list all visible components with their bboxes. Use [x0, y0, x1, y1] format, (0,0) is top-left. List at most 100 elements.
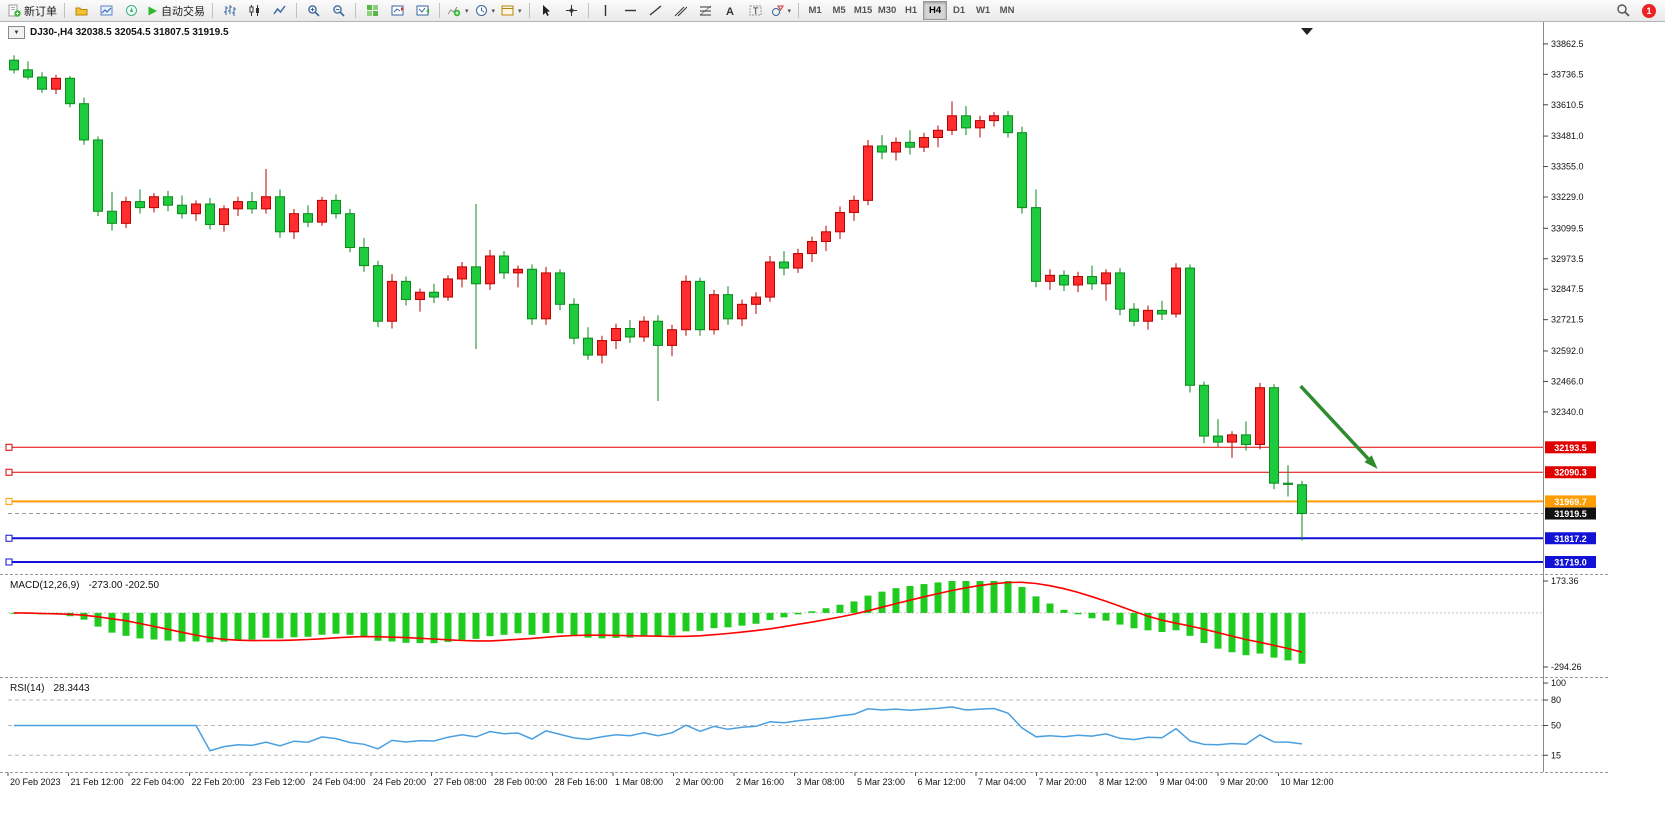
chart-canvas[interactable]: 32193.5 32090.3 31969.7 31919.5 31817.2 31719…: [0, 22, 1665, 839]
svg-text:21 Feb 12:00: 21 Feb 12:00: [71, 777, 124, 787]
notification-badge[interactable]: 1: [1642, 3, 1656, 18]
rsi-indicator-label: RSI(14): [10, 683, 45, 694]
svg-text:31919.5: 31919.5: [1554, 509, 1587, 519]
label-tool[interactable]: T: [743, 1, 768, 21]
periods-button[interactable]: ▾: [472, 1, 499, 21]
toolbar-separator: [355, 3, 356, 18]
profiles-button[interactable]: [69, 1, 94, 21]
toolbar-separator: [587, 3, 589, 18]
chart-shift-button[interactable]: [385, 1, 410, 21]
timeframe-h4[interactable]: H4: [923, 1, 948, 20]
svg-text:7 Mar 20:00: 7 Mar 20:00: [1039, 777, 1087, 787]
svg-text:27 Feb 08:00: 27 Feb 08:00: [434, 777, 487, 787]
symbol-dropdown-toggle[interactable]: ▼: [8, 26, 25, 39]
zoom-out-button[interactable]: [326, 1, 351, 21]
svg-text:28 Feb 16:00: 28 Feb 16:00: [555, 777, 608, 787]
search-button[interactable]: [1611, 1, 1636, 21]
indicators-button[interactable]: ▾: [444, 1, 472, 21]
horizontal-level-lines[interactable]: 32193.5 32090.3 31969.7 31919.5 31817.2 31719…: [5, 441, 1596, 568]
toolbar-right-group: 1: [1611, 1, 1660, 21]
chart-frame: [0, 22, 1610, 773]
rsi-panel-header: RSI(14) 28.3443: [10, 683, 90, 694]
candlestick-series[interactable]: [9, 55, 1307, 541]
fibonacci-tool[interactable]: [693, 1, 718, 21]
vertical-line-icon: [604, 5, 606, 16]
svg-text:80: 80: [1551, 695, 1561, 705]
channel-tool[interactable]: [668, 1, 693, 21]
dropdown-chevron: ▾: [491, 7, 496, 15]
templates-button[interactable]: ▾: [498, 1, 525, 21]
trendline-tool[interactable]: [643, 1, 668, 21]
timeframe-m30[interactable]: M30: [877, 5, 897, 16]
svg-text:5 Mar 23:00: 5 Mar 23:00: [857, 777, 905, 787]
crosshair-tool-button[interactable]: [559, 1, 584, 21]
svg-text:31719.0: 31719.0: [1554, 557, 1587, 567]
cursor-tool-button[interactable]: [534, 1, 559, 21]
timeframe-h1[interactable]: H1: [904, 5, 918, 16]
text-icon: A: [726, 6, 734, 17]
time-axis[interactable]: 20 Feb 2023 21 Feb 12:00 22 Feb 04:00 22 Fe…: [7, 772, 1334, 788]
svg-text:32466.0: 32466.0: [1551, 376, 1584, 386]
svg-text:33229.0: 33229.0: [1551, 192, 1584, 202]
svg-text:33610.5: 33610.5: [1551, 100, 1584, 110]
vertical-line-tool[interactable]: [593, 1, 618, 21]
svg-text:24 Feb 04:00: 24 Feb 04:00: [313, 777, 366, 787]
svg-text:10 Mar 12:00: 10 Mar 12:00: [1281, 777, 1334, 787]
line-chart-mode-button[interactable]: [267, 1, 292, 21]
symbol-ohlc-title: DJ30-,H4 32038.5 32054.5 31807.5 31919.5: [30, 27, 229, 38]
horizontal-line-tool[interactable]: [618, 1, 643, 21]
macd-panel-header: MACD(12,26,9) -273.00 -202.50: [10, 580, 159, 591]
template-icon: [501, 5, 514, 16]
candlestick-mode-button[interactable]: [242, 1, 267, 21]
svg-text:-294.26: -294.26: [1551, 662, 1582, 672]
svg-text:3 Mar 08:00: 3 Mar 08:00: [797, 777, 845, 787]
chart-window: 32193.5 32090.3 31969.7 31919.5 31817.2 31719…: [0, 22, 1665, 839]
line-chart-icon: [273, 5, 286, 15]
navigator-icon: [126, 5, 137, 16]
navigator-button[interactable]: [119, 1, 144, 21]
shapes-button[interactable]: ▾: [768, 1, 795, 21]
zoom-out-icon: [332, 4, 345, 17]
crosshair-icon: [565, 5, 577, 16]
timeframe-mn[interactable]: MN: [999, 5, 1015, 16]
svg-text:32973.5: 32973.5: [1551, 254, 1584, 264]
svg-text:9 Mar 04:00: 9 Mar 04:00: [1160, 777, 1208, 787]
toolbar-separator: [212, 3, 213, 18]
svg-text:33736.5: 33736.5: [1551, 69, 1584, 79]
svg-text:100: 100: [1551, 678, 1566, 688]
timeframe-m15[interactable]: M15: [853, 5, 873, 16]
timeframe-d1[interactable]: D1: [952, 5, 966, 16]
svg-text:24 Feb 20:00: 24 Feb 20:00: [373, 777, 426, 787]
zoom-in-button[interactable]: [301, 1, 326, 21]
new-order-icon: [8, 4, 21, 17]
price-axis[interactable]: 33862.5 33736.5 33610.5 33481.0 33355.0 33229…: [1543, 39, 1584, 417]
market-watch-button[interactable]: [94, 1, 119, 21]
timeframe-w1[interactable]: W1: [975, 5, 991, 16]
chart-title: ▼ DJ30-,H4 32038.5 32054.5 31807.5 31919…: [8, 26, 229, 39]
toolbar-separator: [64, 3, 65, 18]
macd-indicator-values: -273.00 -202.50: [88, 580, 160, 591]
svg-text:28 Feb 00:00: 28 Feb 00:00: [494, 777, 547, 787]
autoscroll-button[interactable]: [410, 1, 435, 21]
svg-text:22 Feb 04:00: 22 Feb 04:00: [131, 777, 184, 787]
toolbar-separator: [439, 3, 440, 18]
trend-arrow-annotation[interactable]: [1299, 384, 1378, 469]
timeframe-m1[interactable]: M1: [808, 5, 822, 16]
svg-text:31969.7: 31969.7: [1554, 497, 1587, 507]
autotrading-button[interactable]: 自动交易: [144, 1, 208, 21]
svg-text:173.36: 173.36: [1551, 576, 1579, 586]
bar-chart-mode-button[interactable]: [217, 1, 242, 21]
fibonacci-icon: [699, 5, 711, 16]
svg-text:32721.5: 32721.5: [1551, 315, 1584, 325]
tile-windows-button[interactable]: [360, 1, 385, 21]
autoscroll-icon: [416, 5, 429, 16]
tile-windows-icon: [367, 5, 378, 16]
svg-text:2 Mar 00:00: 2 Mar 00:00: [676, 777, 724, 787]
timeframe-m5[interactable]: M5: [832, 5, 846, 16]
rsi-indicator: 100 80 50 15: [8, 678, 1566, 760]
new-order-button[interactable]: 新订单: [5, 1, 60, 21]
dropdown-chevron: ▾: [518, 7, 522, 15]
toolbar-separator: [798, 3, 800, 18]
text-tool[interactable]: A: [718, 1, 743, 21]
dropdown-chevron: ▾: [465, 7, 469, 15]
